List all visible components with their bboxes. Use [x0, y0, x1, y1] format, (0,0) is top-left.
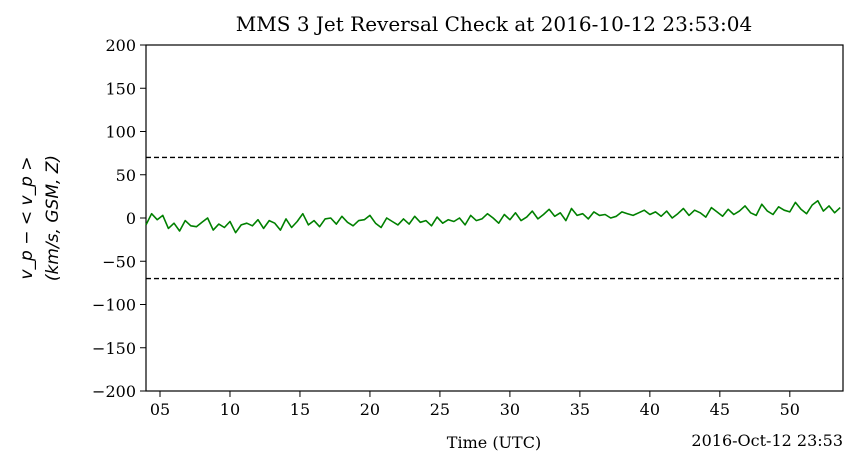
x-tick-label: 10	[220, 400, 240, 419]
y-tick-label: −100	[92, 296, 136, 315]
y-tick-label: −200	[92, 382, 136, 401]
x-offset-label: 2016-Oct-12 23:53	[691, 431, 843, 450]
x-tick-label: 40	[640, 400, 660, 419]
x-axis-label: Time (UTC)	[447, 433, 541, 452]
y-tick-label: 100	[105, 123, 136, 142]
x-tick-label: 30	[500, 400, 520, 419]
y-tick-label: 150	[105, 79, 136, 98]
x-tick-label: 50	[780, 400, 800, 419]
y-axis-label-line2: (km/s, GSM, Z)	[43, 155, 63, 281]
data-series	[145, 199, 841, 234]
y-tick-label: −150	[92, 339, 136, 358]
series-line	[145, 199, 841, 234]
plot-frame	[145, 44, 844, 392]
x-tick-label: 15	[290, 400, 310, 419]
y-tick-label: 200	[105, 36, 136, 55]
x-tick-label: 25	[430, 400, 450, 419]
x-tick-label: 45	[710, 400, 730, 419]
y-axis-ticks: −200 −150 −100 −50 0 50 100 150 200	[92, 36, 146, 401]
y-tick-label: −50	[102, 252, 136, 271]
y-tick-label: 0	[126, 209, 136, 228]
chart-title: MMS 3 Jet Reversal Check at 2016-10-12 2…	[236, 12, 752, 36]
x-tick-label: 20	[360, 400, 380, 419]
y-axis-label-line1: v_p − < v_p >	[17, 156, 37, 279]
x-tick-label: 35	[570, 400, 590, 419]
threshold-lines	[146, 156, 843, 280]
x-axis-ticks: 05 10 15 20 25 30 35 40 45 50	[150, 391, 800, 419]
x-tick-label: 05	[150, 400, 170, 419]
y-tick-label: 50	[116, 166, 136, 185]
